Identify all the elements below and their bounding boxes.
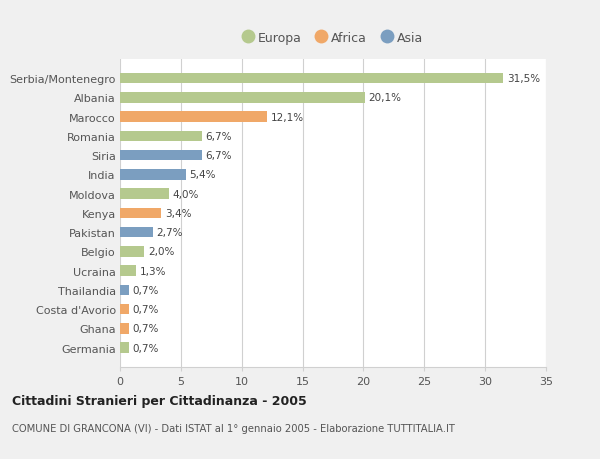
Text: 31,5%: 31,5% [507, 74, 540, 84]
Text: 6,7%: 6,7% [205, 132, 232, 141]
Bar [120, 285, 128, 296]
Text: 0,7%: 0,7% [132, 304, 158, 314]
Bar [120, 112, 267, 123]
Bar [120, 304, 128, 315]
Bar [120, 343, 128, 353]
Bar [120, 93, 365, 103]
Bar [120, 73, 503, 84]
Text: 5,4%: 5,4% [190, 170, 216, 180]
Bar [120, 170, 186, 180]
Legend: Europa, Africa, Asia: Europa, Africa, Asia [242, 32, 424, 45]
Text: 3,4%: 3,4% [165, 208, 191, 218]
Bar [120, 324, 128, 334]
Text: 1,3%: 1,3% [139, 266, 166, 276]
Text: 20,1%: 20,1% [368, 93, 401, 103]
Text: 6,7%: 6,7% [205, 151, 232, 161]
Bar [120, 189, 169, 200]
Bar [120, 266, 136, 276]
Bar [120, 151, 202, 161]
Text: COMUNE DI GRANCONA (VI) - Dati ISTAT al 1° gennaio 2005 - Elaborazione TUTTITALI: COMUNE DI GRANCONA (VI) - Dati ISTAT al … [12, 424, 455, 433]
Text: 12,1%: 12,1% [271, 112, 304, 123]
Text: 2,7%: 2,7% [157, 228, 183, 238]
Text: 0,7%: 0,7% [132, 324, 158, 334]
Text: Cittadini Stranieri per Cittadinanza - 2005: Cittadini Stranieri per Cittadinanza - 2… [12, 394, 307, 407]
Text: 2,0%: 2,0% [148, 247, 175, 257]
Bar [120, 131, 202, 142]
Bar [120, 246, 145, 257]
Text: 0,7%: 0,7% [132, 343, 158, 353]
Text: 4,0%: 4,0% [172, 189, 199, 199]
Bar [120, 208, 161, 219]
Bar [120, 227, 153, 238]
Text: 0,7%: 0,7% [132, 285, 158, 295]
